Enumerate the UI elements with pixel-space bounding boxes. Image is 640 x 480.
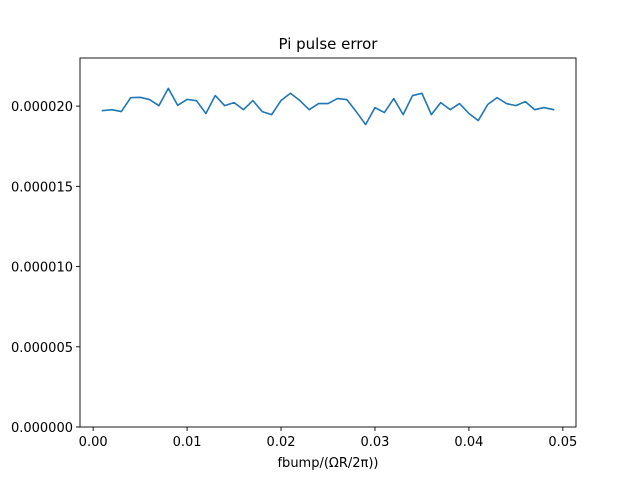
y-axis: 0.000000 0.000005 0.000010 0.000015 0.000020: [11, 100, 80, 436]
chart-title: Pi pulse error: [279, 35, 379, 53]
y-tick-label: 0.000005: [11, 341, 73, 356]
x-tick-label: 0.02: [267, 435, 296, 450]
x-axis-label: fbump/(ΩR/2π)): [277, 456, 378, 471]
x-tick-label: 0.03: [360, 435, 389, 450]
y-tick-label: 0.000000: [11, 421, 73, 436]
y-tick-label: 0.000020: [11, 100, 73, 115]
plot-frame: [79, 57, 577, 428]
x-tick-label: 0.05: [548, 435, 577, 450]
y-tick-label: 0.000015: [11, 180, 73, 195]
x-tick-label: 0.01: [173, 435, 202, 450]
x-tick-label: 0.00: [79, 435, 108, 450]
x-tick-label: 0.04: [454, 435, 483, 450]
series-line: [101, 87, 555, 126]
x-axis: 0.00 0.01 0.02 0.03 0.04 0.05: [79, 427, 577, 450]
y-tick-label: 0.000010: [11, 261, 73, 276]
